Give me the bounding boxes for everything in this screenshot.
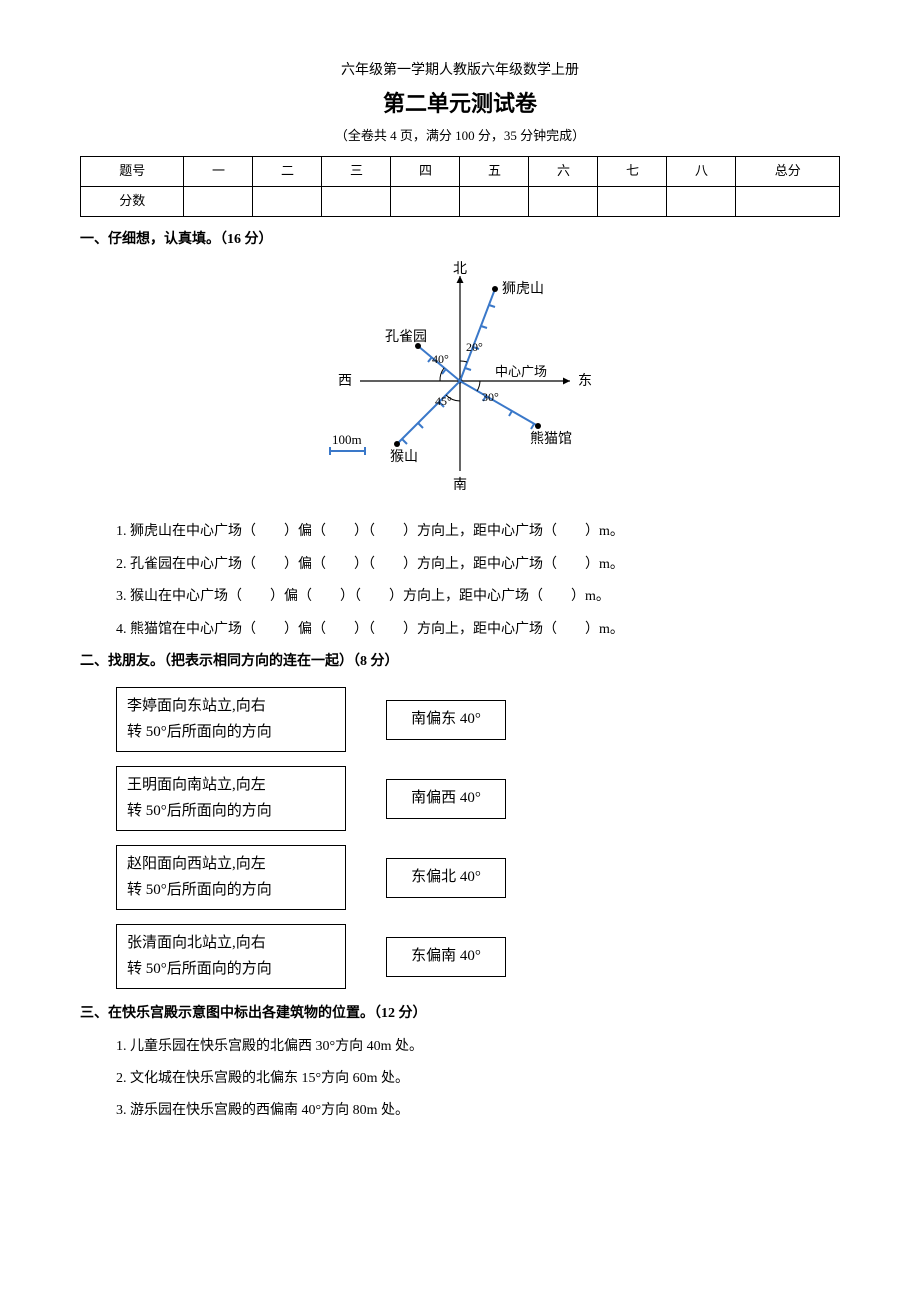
cell — [667, 187, 736, 217]
match-row: 赵阳面向西站立,向左转 50°后所面向的方向 东偏北 40° — [116, 845, 840, 910]
score-table: 题号 一 二 三 四 五 六 七 八 总分 分数 — [80, 156, 840, 217]
cell — [529, 187, 598, 217]
angle-45: 45° — [435, 394, 452, 408]
q1-item: 4. 熊猫馆在中心广场（ ）偏（ ）（ ）方向上，距中心广场（ ）m。 — [116, 619, 840, 641]
monkey-label: 猴山 — [390, 449, 418, 465]
cell: 六 — [529, 157, 598, 187]
q3-item: 2. 文化城在快乐宫殿的北偏东 15°方向 60m 处。 — [116, 1068, 840, 1090]
match-right: 南偏西 40° — [386, 779, 506, 819]
cell — [598, 187, 667, 217]
compass-diagram: 北 南 东 西 中心广场 狮虎山 20° 孔雀园 40° — [80, 261, 840, 501]
cell — [460, 187, 529, 217]
match-right: 南偏东 40° — [386, 700, 506, 740]
cell: 三 — [322, 157, 391, 187]
panda-label: 熊猫馆 — [530, 431, 572, 447]
cell: 题号 — [81, 157, 184, 187]
cell: 总分 — [736, 157, 840, 187]
east-label: 东 — [578, 373, 592, 389]
cell: 八 — [667, 157, 736, 187]
table-row: 题号 一 二 三 四 五 六 七 八 总分 — [81, 157, 840, 187]
cell — [391, 187, 460, 217]
cell: 一 — [184, 157, 253, 187]
angle-20: 20° — [466, 340, 483, 354]
cell: 五 — [460, 157, 529, 187]
west-label: 西 — [338, 374, 352, 389]
scale-label: 100m — [332, 432, 362, 447]
section2-title: 二、找朋友。（把表示相同方向的连在一起）（8 分） — [80, 651, 840, 673]
match-left-text: 王明面向南站立,向左转 50°后所面向的方向 — [127, 777, 272, 819]
subtitle: 六年级第一学期人教版六年级数学上册 — [80, 60, 840, 82]
q1-item: 2. 孔雀园在中心广场（ ）偏（ ）（ ）方向上，距中心广场（ ）m。 — [116, 554, 840, 576]
match-left: 张清面向北站立,向右转 50°后所面向的方向 — [116, 924, 346, 989]
match-row: 张清面向北站立,向右转 50°后所面向的方向 东偏南 40° — [116, 924, 840, 989]
cell — [253, 187, 322, 217]
section1-title: 一、仔细想，认真填。（16 分） — [80, 229, 840, 251]
cell: 四 — [391, 157, 460, 187]
cell — [184, 187, 253, 217]
match-right: 东偏南 40° — [386, 937, 506, 977]
peacock-label: 孔雀园 — [385, 329, 427, 345]
match-left: 赵阳面向西站立,向左转 50°后所面向的方向 — [116, 845, 346, 910]
document-header: 六年级第一学期人教版六年级数学上册 第二单元测试卷 （全卷共 4 页，满分 10… — [80, 60, 840, 146]
match-right-text: 东偏北 40° — [411, 869, 481, 885]
cell: 分数 — [81, 187, 184, 217]
lion-label: 狮虎山 — [502, 281, 544, 297]
match-left: 王明面向南站立,向左转 50°后所面向的方向 — [116, 766, 346, 831]
match-right-text: 东偏南 40° — [411, 948, 481, 964]
match-right-text: 南偏西 40° — [411, 790, 481, 806]
page-title: 第二单元测试卷 — [80, 86, 840, 121]
match-right-text: 南偏东 40° — [411, 711, 481, 727]
section3-title: 三、在快乐宫殿示意图中标出各建筑物的位置。（12 分） — [80, 1003, 840, 1025]
q1-item: 3. 猴山在中心广场（ ）偏（ ）（ ）方向上，距中心广场（ ）m。 — [116, 586, 840, 608]
match-row: 李婷面向东站立,向右转 50°后所面向的方向 南偏东 40° — [116, 687, 840, 752]
table-row: 分数 — [81, 187, 840, 217]
match-row: 王明面向南站立,向左转 50°后所面向的方向 南偏西 40° — [116, 766, 840, 831]
north-label: 北 — [453, 261, 467, 277]
cell — [736, 187, 840, 217]
cell: 七 — [598, 157, 667, 187]
center-label: 中心广场 — [495, 364, 547, 379]
match-left-text: 李婷面向东站立,向右转 50°后所面向的方向 — [127, 698, 272, 740]
q3-item: 1. 儿童乐园在快乐宫殿的北偏西 30°方向 40m 处。 — [116, 1036, 840, 1058]
compass-svg: 北 南 东 西 中心广场 狮虎山 20° 孔雀园 40° — [290, 261, 630, 501]
cell: 二 — [253, 157, 322, 187]
q1-item: 1. 狮虎山在中心广场（ ）偏（ ）（ ）方向上，距中心广场（ ）m。 — [116, 521, 840, 543]
angle-40: 40° — [432, 352, 449, 366]
match-right: 东偏北 40° — [386, 858, 506, 898]
q3-item: 3. 游乐园在快乐宫殿的西偏南 40°方向 80m 处。 — [116, 1100, 840, 1122]
match-left: 李婷面向东站立,向右转 50°后所面向的方向 — [116, 687, 346, 752]
match-left-text: 赵阳面向西站立,向左转 50°后所面向的方向 — [127, 856, 272, 898]
angle-30: 30° — [482, 390, 499, 404]
match-left-text: 张清面向北站立,向右转 50°后所面向的方向 — [127, 935, 272, 977]
meta-line: （全卷共 4 页，满分 100 分，35 分钟完成） — [80, 126, 840, 147]
match-area: 李婷面向东站立,向右转 50°后所面向的方向 南偏东 40° 王明面向南站立,向… — [116, 687, 840, 989]
cell — [322, 187, 391, 217]
south-label: 南 — [453, 477, 467, 493]
